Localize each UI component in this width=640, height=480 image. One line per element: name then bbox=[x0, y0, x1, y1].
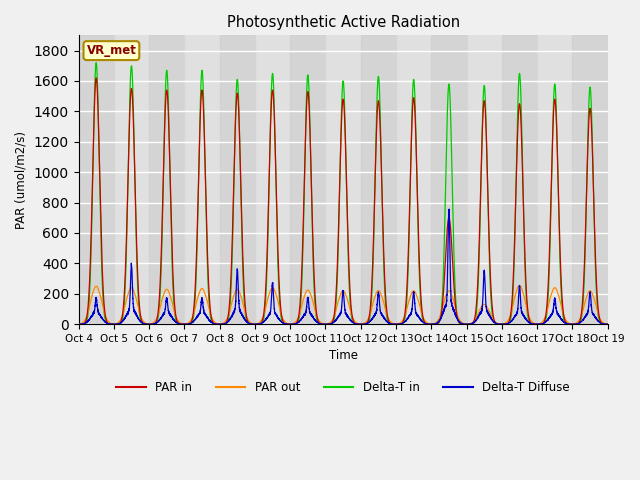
Text: VR_met: VR_met bbox=[86, 44, 136, 57]
X-axis label: Time: Time bbox=[328, 349, 358, 362]
Bar bbox=[79, 36, 114, 324]
Bar bbox=[255, 36, 290, 324]
Bar bbox=[467, 36, 502, 324]
Bar bbox=[537, 36, 572, 324]
Bar bbox=[149, 36, 184, 324]
Bar bbox=[290, 36, 326, 324]
Bar bbox=[396, 36, 431, 324]
Bar bbox=[184, 36, 220, 324]
Legend: PAR in, PAR out, Delta-T in, Delta-T Diffuse: PAR in, PAR out, Delta-T in, Delta-T Dif… bbox=[111, 377, 575, 399]
Bar bbox=[431, 36, 467, 324]
Y-axis label: PAR (umol/m2/s): PAR (umol/m2/s) bbox=[15, 131, 28, 229]
Bar bbox=[220, 36, 255, 324]
Title: Photosynthetic Active Radiation: Photosynthetic Active Radiation bbox=[227, 15, 460, 30]
Bar bbox=[326, 36, 361, 324]
Bar bbox=[502, 36, 537, 324]
Bar bbox=[572, 36, 608, 324]
Bar bbox=[114, 36, 149, 324]
Bar bbox=[361, 36, 396, 324]
